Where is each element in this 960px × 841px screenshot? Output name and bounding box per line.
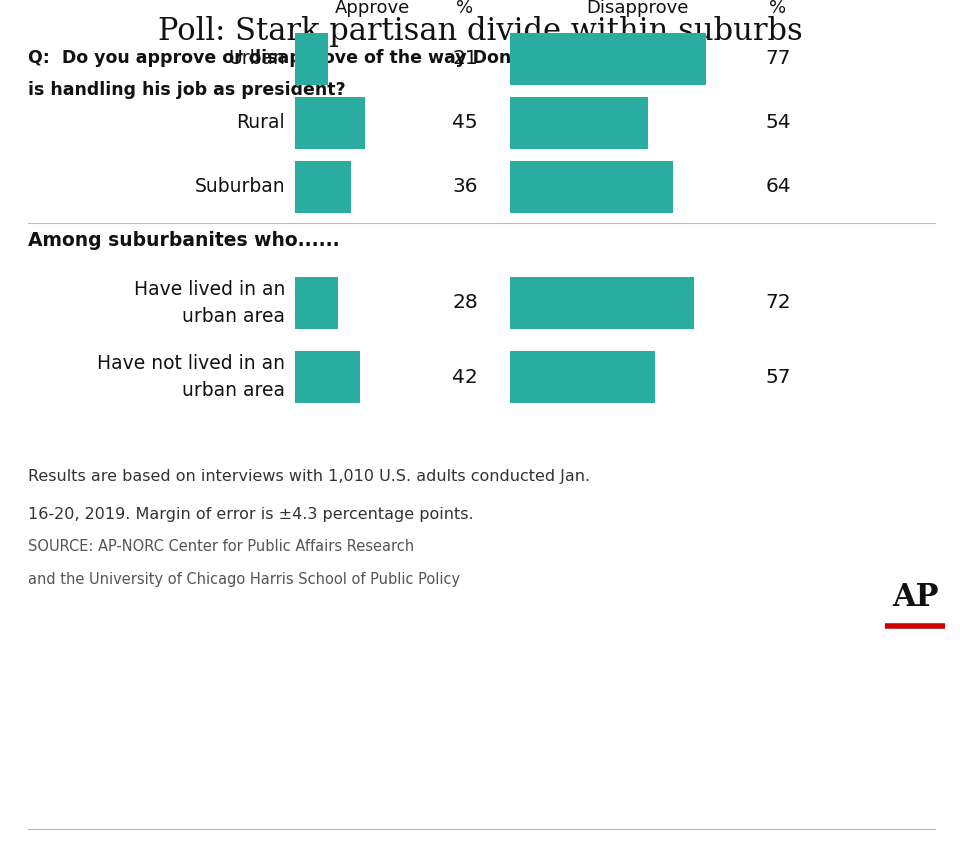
Bar [295,161,350,213]
Bar [510,161,673,213]
Text: Among suburbanites who......: Among suburbanites who...... [28,231,340,251]
Text: Results are based on interviews with 1,010 U.S. adults conducted Jan.: Results are based on interviews with 1,0… [28,469,590,484]
Text: 21: 21 [452,50,478,68]
Text: is handling his job as president?: is handling his job as president? [28,81,346,99]
Text: SOURCE: AP-NORC Center for Public Affairs Research: SOURCE: AP-NORC Center for Public Affair… [28,539,414,554]
Text: 77: 77 [765,50,791,68]
Text: 45: 45 [452,114,478,133]
Bar [295,97,365,149]
Text: Have lived in an: Have lived in an [133,280,285,299]
Text: %: % [456,0,473,17]
Text: 16-20, 2019. Margin of error is ±4.3 percentage points.: 16-20, 2019. Margin of error is ±4.3 per… [28,507,473,522]
Text: 42: 42 [452,368,478,387]
Text: %: % [769,0,786,17]
Text: Suburban: Suburban [194,177,285,197]
Text: Q:  Do you approve or disapprove of the way Donald Trump: Q: Do you approve or disapprove of the w… [28,49,609,67]
Text: Disapprove: Disapprove [587,0,688,17]
Text: 57: 57 [765,368,791,387]
Bar [295,351,360,403]
Text: 36: 36 [452,177,478,197]
Text: AP: AP [892,583,938,613]
Text: Urban: Urban [228,50,285,68]
Text: Rural: Rural [236,114,285,133]
Text: 72: 72 [765,294,791,313]
Bar [295,33,327,85]
Text: 28: 28 [452,294,478,313]
Text: Approve: Approve [335,0,410,17]
Text: Have not lived in an: Have not lived in an [97,354,285,373]
Bar [510,33,707,85]
Text: urban area: urban area [182,307,285,326]
Bar [510,351,656,403]
Bar [510,97,648,149]
Text: 54: 54 [765,114,791,133]
Text: Poll: Stark partisan divide within suburbs: Poll: Stark partisan divide within subur… [157,16,803,47]
Bar [295,277,339,329]
Text: urban area: urban area [182,381,285,400]
Text: and the University of Chicago Harris School of Public Policy: and the University of Chicago Harris Sch… [28,572,460,587]
Text: 64: 64 [765,177,791,197]
Bar [510,277,693,329]
